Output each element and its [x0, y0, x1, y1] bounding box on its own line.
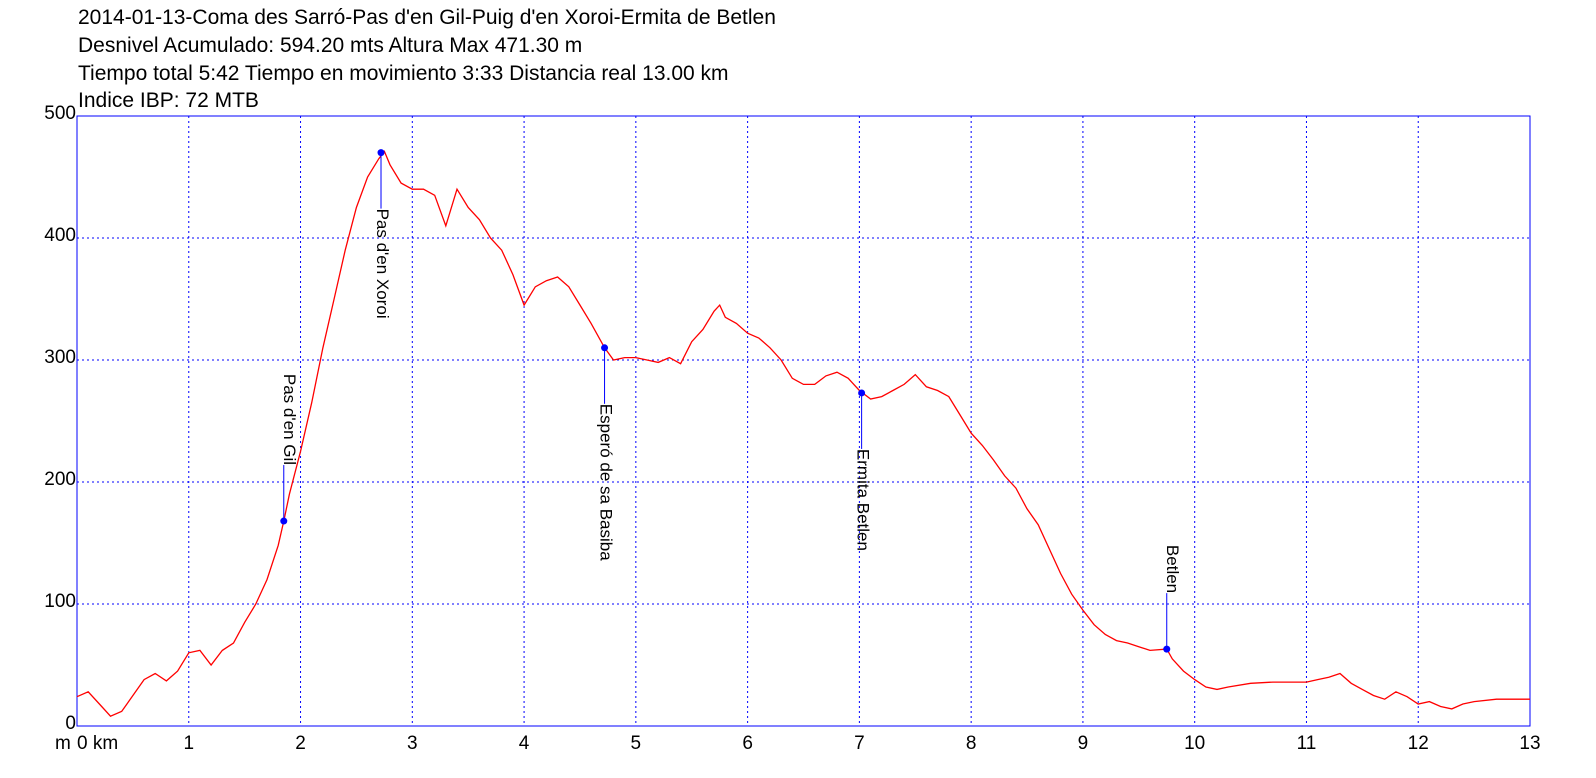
x-tick-label: 1	[183, 733, 194, 754]
x-tick-label: 2	[295, 733, 306, 754]
x-tick-label: 8	[966, 733, 977, 754]
x-tick-label: 12	[1408, 733, 1429, 754]
x-tick-label: 7	[854, 733, 865, 754]
chart-subtitle: Desnivel Acumulado: 594.20 mts Altura Ma…	[78, 34, 582, 57]
waypoint	[858, 389, 866, 397]
y-tick-label: 200	[44, 469, 76, 490]
x-tick-label: 4	[519, 733, 530, 754]
annotation-label: Ermita Betlen	[854, 449, 873, 551]
y-unit: m	[55, 733, 71, 754]
x-tick-label: 10	[1184, 733, 1205, 754]
x-tick-label: 11	[1297, 733, 1317, 754]
x-tick-label: 5	[631, 733, 642, 754]
x-tick-label: 3	[407, 733, 418, 754]
y-tick-label: 400	[44, 225, 76, 246]
annotation-label: Pas d'en Gil	[280, 374, 299, 465]
y-tick-label: 100	[44, 591, 76, 612]
annotation-label: Esperó de sa Basiba	[597, 404, 616, 561]
annotation-label: Betlen	[1163, 545, 1182, 593]
y-tick-label: 300	[44, 347, 76, 368]
waypoint	[1163, 645, 1171, 653]
y-tick-label: 500	[44, 103, 76, 124]
waypoint	[601, 344, 609, 352]
chart-title: 2014-01-13-Coma des Sarró-Pas d'en Gil-P…	[78, 6, 776, 29]
annotation-label: Pas d'en Xoroi	[373, 209, 392, 319]
chart-subtitle: Tiempo total 5:42 Tiempo en movimiento 3…	[78, 62, 729, 85]
x-tick-label: 9	[1078, 733, 1089, 754]
chart-subtitle: Indice IBP: 72 MTB	[78, 89, 259, 112]
x-tick-label: 13	[1519, 733, 1540, 754]
elevation-line	[76, 150, 1530, 717]
x-tick-label: 6	[742, 733, 753, 754]
y-tick-label: 0	[65, 713, 76, 734]
waypoint	[280, 517, 288, 525]
x-tick-label: 0 km	[77, 733, 118, 754]
plot-frame	[76, 115, 1531, 727]
waypoint	[377, 149, 385, 157]
